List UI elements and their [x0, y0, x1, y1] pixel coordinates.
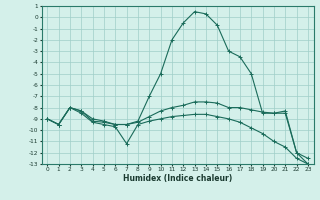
X-axis label: Humidex (Indice chaleur): Humidex (Indice chaleur): [123, 174, 232, 183]
